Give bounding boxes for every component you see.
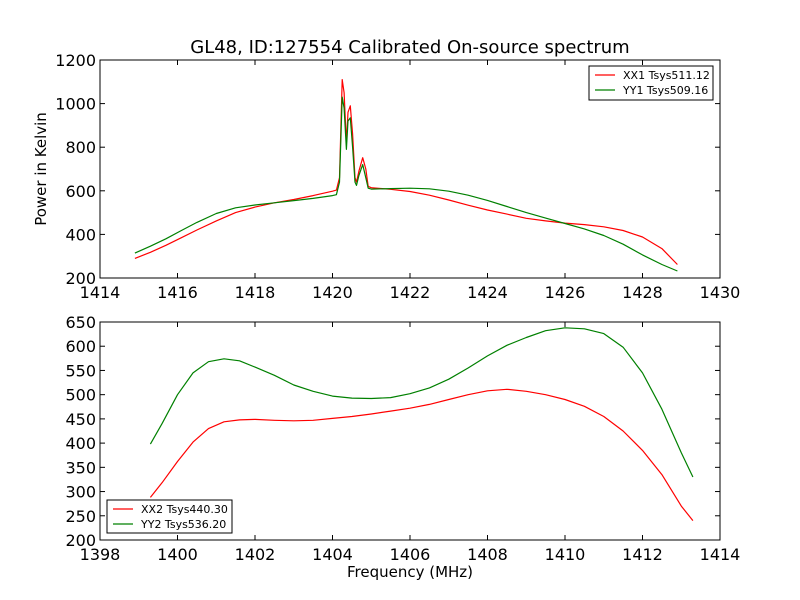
y-tick-label: 550 xyxy=(65,361,96,380)
y-axis-label: Power in Kelvin xyxy=(32,112,50,226)
y-tick-label: 450 xyxy=(65,410,96,429)
y-tick-label: 650 xyxy=(65,313,96,332)
x-tick-label: 1428 xyxy=(622,283,663,302)
chart-panel-2: 1398 1400 1402 1404 1406 1408 1410 1412 1414 200 2… xyxy=(65,313,740,581)
legend-entry-label: YY1 Tsys509.16 xyxy=(622,84,708,97)
y-tick-label: 400 xyxy=(65,225,96,244)
y-tick-label: 1200 xyxy=(55,51,96,70)
x-tick-label: 1416 xyxy=(157,283,198,302)
x-tick-label: 1402 xyxy=(235,545,276,564)
y-tick-label: 600 xyxy=(65,182,96,201)
x-tick-label: 1406 xyxy=(390,545,431,564)
y-tick-label: 200 xyxy=(65,269,96,288)
x-tick-label: 1400 xyxy=(157,545,198,564)
legend-entry-label: XX2 Tsys440.30 xyxy=(141,503,228,516)
series-line-2-1 xyxy=(149,388,694,521)
y-tick-label: 250 xyxy=(65,507,96,526)
x-tick-label: 1404 xyxy=(312,545,353,564)
y-tick-label: 800 xyxy=(65,138,96,157)
x-tick-label: 1418 xyxy=(235,283,276,302)
x-tick-label: 1414 xyxy=(80,283,121,302)
x-tick-label: 1422 xyxy=(390,283,431,302)
chart-panel-1: 1414 1416 1418 1420 1422 1424 1426 1428 1430 200 4… xyxy=(32,51,740,302)
y-tick-label: 350 xyxy=(65,458,96,477)
x-tick-label: 1426 xyxy=(545,283,586,302)
x-axis-label: Frequency (MHz) xyxy=(347,563,473,581)
legend: XX1 Tsys511.12 YY1 Tsys509.16 xyxy=(588,65,714,101)
x-tick-label: 1430 xyxy=(700,283,741,302)
legend-box xyxy=(588,65,714,101)
series-line-1-1 xyxy=(134,79,678,265)
legend: XX2 Tsys440.30 YY2 Tsys536.20 xyxy=(106,499,233,534)
figure-title: GL48, ID:127554 Calibrated On-source spe… xyxy=(190,37,629,58)
legend-entry-label: YY2 Tsys536.20 xyxy=(140,518,226,531)
y-tick-label: 1000 xyxy=(55,95,96,114)
series-line-2-2 xyxy=(149,327,694,478)
x-tick-label: 1412 xyxy=(622,545,663,564)
x-tick-label: 1408 xyxy=(467,545,508,564)
y-tick-label: 300 xyxy=(65,483,96,502)
x-tick-label: 1398 xyxy=(80,545,121,564)
series-line-1-2 xyxy=(134,96,678,272)
legend-box xyxy=(106,499,233,534)
x-tick-label: 1420 xyxy=(312,283,353,302)
y-tick-label: 600 xyxy=(65,337,96,356)
legend-entry-label: XX1 Tsys511.12 xyxy=(623,69,710,82)
x-tick-label: 1424 xyxy=(467,283,508,302)
x-tick-label: 1414 xyxy=(700,545,741,564)
y-tick-label: 500 xyxy=(65,386,96,405)
y-tick-label: 200 xyxy=(65,531,96,550)
x-tick-label: 1410 xyxy=(545,545,586,564)
y-tick-label: 400 xyxy=(65,434,96,453)
